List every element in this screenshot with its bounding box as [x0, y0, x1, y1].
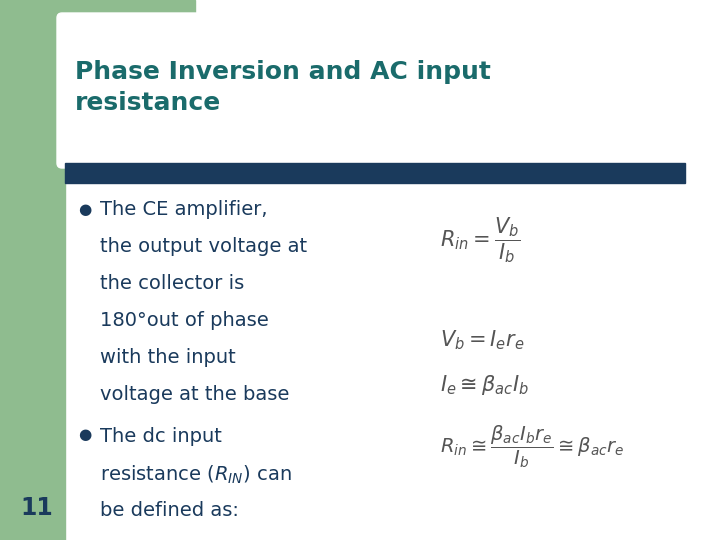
Text: ●: ● — [78, 202, 91, 217]
Bar — [65, 163, 685, 183]
Text: $R_{in} \cong \dfrac{\beta_{ac} I_b r_e}{I_b} \cong \beta_{ac} r_e$: $R_{in} \cong \dfrac{\beta_{ac} I_b r_e}… — [440, 424, 624, 470]
Text: The CE amplifier,: The CE amplifier, — [100, 200, 268, 219]
Text: the collector is: the collector is — [100, 274, 244, 293]
Bar — [0, 0, 65, 540]
Text: voltage at the base: voltage at the base — [100, 385, 289, 404]
Text: with the input: with the input — [100, 348, 235, 367]
Text: $I_e \cong \beta_{ac} I_b$: $I_e \cong \beta_{ac} I_b$ — [440, 373, 529, 397]
Text: resistance ($R_{IN}$) can: resistance ($R_{IN}$) can — [100, 464, 292, 487]
Bar — [0, 0, 195, 135]
Text: ●: ● — [78, 427, 91, 442]
Text: 11: 11 — [20, 496, 53, 520]
Text: $V_b = I_e r_e$: $V_b = I_e r_e$ — [440, 328, 524, 352]
Text: the output voltage at: the output voltage at — [100, 237, 307, 256]
Text: Phase Inversion and AC input
resistance: Phase Inversion and AC input resistance — [75, 60, 491, 114]
Text: $R_{in} = \dfrac{V_b}{I_b}$: $R_{in} = \dfrac{V_b}{I_b}$ — [440, 215, 521, 265]
FancyBboxPatch shape — [57, 13, 720, 168]
Text: The dc input: The dc input — [100, 427, 222, 446]
Text: be defined as:: be defined as: — [100, 501, 239, 520]
Text: 180°out of phase: 180°out of phase — [100, 311, 269, 330]
